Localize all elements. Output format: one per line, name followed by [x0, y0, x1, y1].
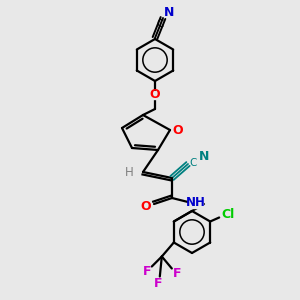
- Text: C: C: [189, 158, 197, 168]
- Text: F: F: [172, 267, 181, 280]
- Text: F: F: [142, 265, 151, 278]
- Text: O: O: [150, 88, 160, 101]
- Text: N: N: [164, 7, 174, 20]
- Text: NH: NH: [186, 196, 206, 209]
- Bar: [173, 126, 183, 134]
- Bar: [189, 199, 203, 208]
- Text: C: C: [156, 19, 164, 29]
- Text: Cl: Cl: [222, 208, 235, 221]
- Text: H: H: [124, 167, 134, 179]
- Bar: [221, 210, 235, 219]
- Text: F: F: [154, 277, 162, 290]
- Bar: [150, 91, 160, 99]
- Bar: [141, 203, 151, 211]
- Text: O: O: [141, 200, 151, 214]
- Text: O: O: [173, 124, 183, 136]
- Text: N: N: [199, 149, 209, 163]
